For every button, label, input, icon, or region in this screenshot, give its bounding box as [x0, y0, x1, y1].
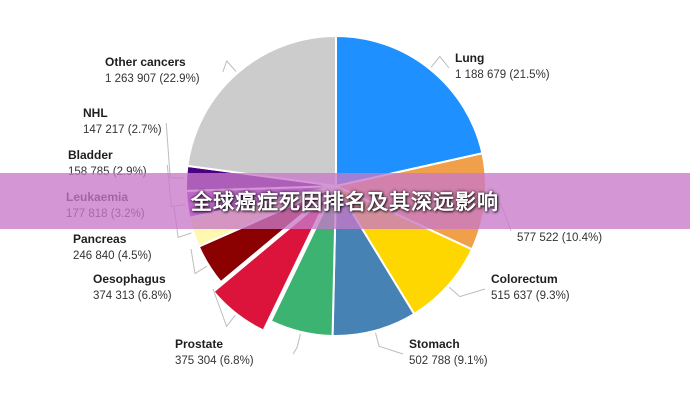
leader-line	[212, 288, 236, 328]
leader-line	[292, 333, 301, 355]
slice-label-name: Lung	[455, 51, 484, 65]
leader-line	[430, 55, 450, 69]
slice-label-name: Bladder	[68, 148, 113, 162]
leader-line	[190, 248, 208, 275]
pie-slice	[186, 34, 337, 188]
slice-label-value: 515 637 (9.3%)	[491, 290, 570, 302]
leader-line	[448, 286, 486, 298]
slice-label-value: 1 188 679 (21.5%)	[455, 69, 550, 81]
slice-label-value: 502 788 (9.1%)	[409, 355, 488, 367]
slice-label-value: 246 840 (4.5%)	[73, 250, 152, 262]
slice-label-value: 577 522 (10.4%)	[517, 232, 602, 244]
leader-line	[375, 332, 404, 355]
slice-label-name: NHL	[83, 106, 108, 120]
title-banner: 全球癌症死因排名及其深远影响	[0, 173, 690, 229]
slice-labels: Lung 1 188 679 (21.5%) 577 522 (10.4%) Colo…	[66, 51, 602, 367]
slice-label-name: Prostate	[175, 337, 223, 351]
slice-label-value: 147 217 (2.7%)	[83, 124, 162, 136]
slice-label-name: Colorectum	[491, 272, 558, 286]
slice-label-value: 374 313 (6.8%)	[93, 290, 172, 302]
pie-slice	[335, 34, 484, 188]
slice-label-value: 375 304 (6.8%)	[175, 355, 254, 367]
banner-title: 全球癌症死因排名及其深远影响	[191, 190, 499, 214]
slice-label-name: Stomach	[409, 337, 460, 351]
slice-label-name: Other cancers	[105, 55, 186, 69]
slice-label-value: 1 263 907 (22.9%)	[105, 73, 200, 85]
slice-label-name: Pancreas	[73, 232, 127, 246]
leader-line	[222, 60, 237, 73]
slice-label-name: Oesophagus	[93, 272, 166, 286]
leader-line	[165, 122, 185, 179]
